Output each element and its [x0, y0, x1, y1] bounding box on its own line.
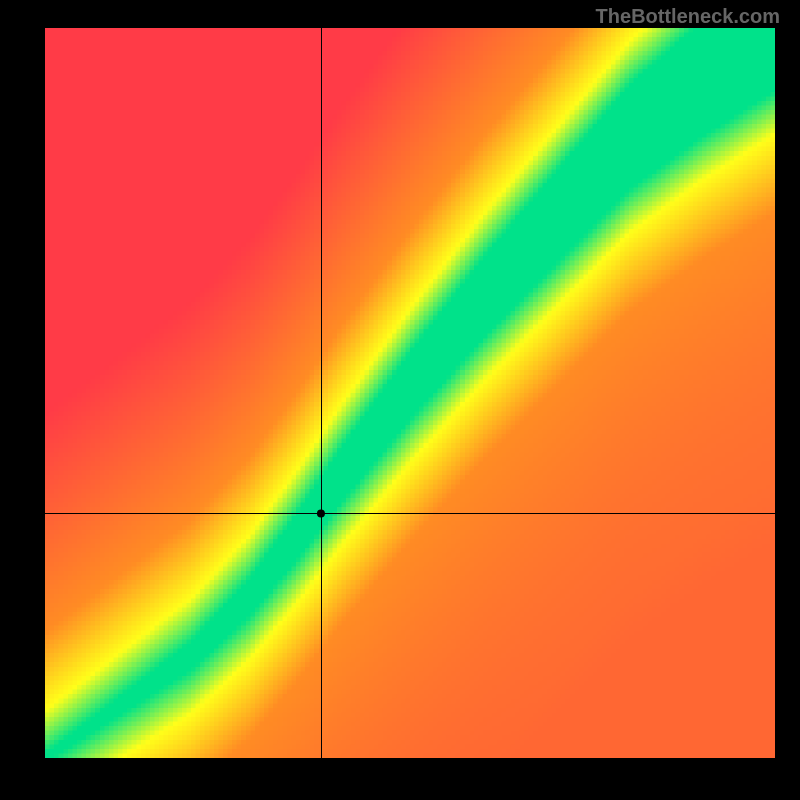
overlay-canvas: [45, 28, 775, 758]
watermark-text: TheBottleneck.com: [596, 6, 780, 29]
plot-area: [45, 28, 775, 758]
chart-container: TheBottleneck.com: [0, 0, 800, 800]
